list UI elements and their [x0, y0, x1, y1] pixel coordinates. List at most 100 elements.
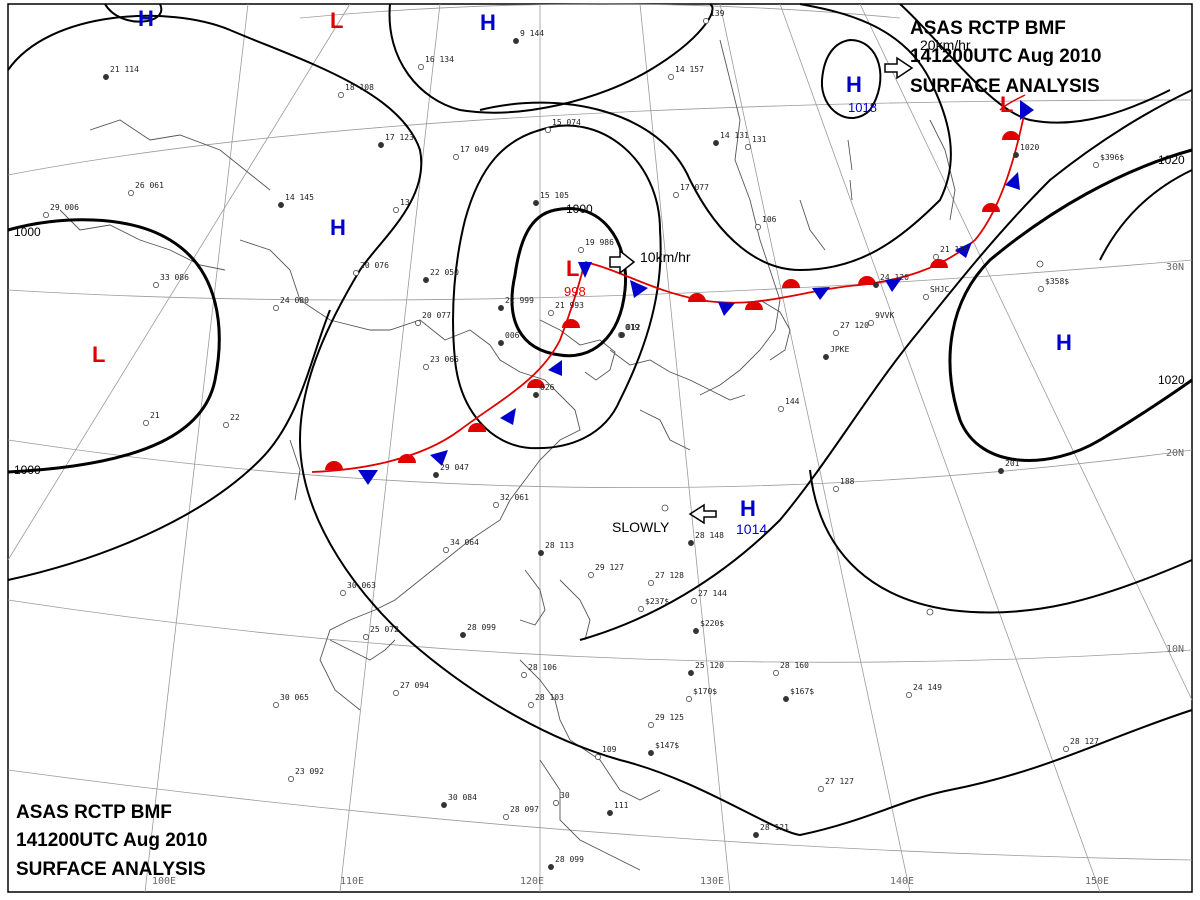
station-plot-value: 34 064 [450, 538, 479, 547]
station-circle-icon [338, 92, 344, 98]
longitude-label: 120E [520, 876, 544, 887]
longitude-label: 140E [890, 876, 914, 887]
station-plot-value: 18 108 [345, 83, 374, 92]
station-circle-icon [648, 580, 654, 586]
station-plot-value: 1020 [1020, 143, 1039, 152]
station-circle-icon [688, 670, 694, 676]
warm-front-symbols [325, 131, 1020, 470]
station-plot-value: 111 [614, 801, 629, 810]
station-circle-icon [595, 754, 601, 760]
header-title-line: SURFACE ANALYSIS [910, 76, 1100, 97]
station-plot-value: 24 080 [280, 296, 309, 305]
station-circle-icon [288, 776, 294, 782]
footer-title-line: 141200UTC Aug 2010 [16, 830, 208, 851]
station-plot-value: 23 092 [295, 767, 324, 776]
station-circle-icon [703, 18, 709, 24]
isobar-label: 1020 [1158, 153, 1185, 167]
station-plot-value: 24 149 [913, 683, 942, 692]
station-plot-value: 109 [602, 745, 617, 754]
station-plot-value: 9 144 [520, 29, 544, 38]
station-plot-value: 14 131 [720, 131, 749, 140]
header-title-block: ASAS RCTP BMF 141200UTC Aug 2010 SURFACE… [910, 18, 1102, 97]
station-circle-icon [418, 64, 424, 70]
low-pressure-center: L [566, 256, 579, 281]
station-circle-icon [673, 192, 679, 198]
station-plot-value: 28 160 [780, 661, 809, 670]
motion-speed-label: 10km/hr [640, 249, 691, 265]
station-plot-value: 22 050 [430, 268, 459, 277]
station-circle-icon [423, 364, 429, 370]
station-plot-value: 21 993 [555, 301, 584, 310]
station-circle-icon [415, 320, 421, 326]
isobar-label: 1020 [1158, 373, 1185, 387]
station-plot-value: 26 061 [135, 181, 164, 190]
station-circle-icon [648, 722, 654, 728]
station-plot-value: 012 [626, 323, 641, 332]
station-plot-value: 27 128 [655, 571, 684, 580]
station-circle-icon [818, 786, 824, 792]
station-circle-icon [503, 814, 509, 820]
station-circle-icon [773, 670, 779, 676]
station-plot-value: 22 [230, 413, 240, 422]
pressure-value: 998 [564, 284, 586, 299]
station-circle-icon [548, 864, 554, 870]
isobar-label: 1000 [14, 463, 41, 477]
station-plot-value: 019 [625, 323, 640, 332]
station-plots: 21 114 18 108 16 134 9 144 14 157 139 17 123 17… [43, 9, 1124, 870]
station-plot-value: 30 065 [280, 693, 309, 702]
station-plot-value: 139 [710, 9, 725, 18]
station-plot-value: 15 105 [540, 191, 569, 200]
station-plot-value: 28 099 [555, 855, 584, 864]
graticule-parallels [7, 3, 1193, 861]
stationary-front-segment [584, 109, 1026, 304]
station-circle-icon [1038, 286, 1044, 292]
station-circle-icon [340, 590, 346, 596]
footer-title-block: ASAS RCTP BMF 141200UTC Aug 2010 SURFACE… [16, 802, 208, 880]
station-plot-value: 201 [1005, 459, 1020, 468]
station-plot-value: 188 [840, 477, 855, 486]
station-circle-icon [778, 406, 784, 412]
station-plot-value: 32 061 [500, 493, 529, 502]
station-plot-value: 29 125 [655, 713, 684, 722]
station-plot-value: 19 986 [585, 238, 614, 247]
frontal-systems [311, 94, 1034, 485]
station-plot-value: 27 144 [698, 589, 727, 598]
station-circle-icon [745, 144, 751, 150]
motion-speed-label: 20km/hr [920, 37, 971, 53]
station-circle-icon [873, 282, 879, 288]
footer-title-line: SURFACE ANALYSIS [16, 859, 206, 880]
station-circle-icon [713, 140, 719, 146]
longitude-labels: 100E 110E 120E 130E 140E 150E [152, 876, 1109, 887]
station-plot-value: $358$ [1045, 277, 1069, 286]
station-plot-value: 026 [540, 383, 555, 392]
station-plot-value: 28 103 [535, 693, 564, 702]
station-circle-icon [223, 422, 229, 428]
west-motion-arrow-icon [688, 503, 717, 525]
station-plot-value: 30 084 [448, 793, 477, 802]
station-plot-value: $170$ [693, 687, 717, 696]
station-circle-icon [521, 672, 527, 678]
station-circle-icon [833, 330, 839, 336]
high-pressure-center: H [480, 10, 496, 35]
station-plot-value: 131 [752, 135, 767, 144]
station-circle-icon [453, 154, 459, 160]
pressure-centers: H L H H L H 1018 L L 998 H H 1014 [92, 6, 1072, 537]
high-pressure-center: H [740, 496, 756, 521]
pressure-value: 1018 [848, 100, 877, 115]
station-plot-value: $220$ [700, 619, 724, 628]
isobars [7, 3, 1193, 837]
station-circle-icon [443, 547, 449, 553]
station-circle-icon [378, 142, 384, 148]
east-motion-arrow-icon [609, 249, 636, 275]
latitude-label: 30N [1166, 262, 1184, 273]
station-circle-icon [153, 282, 159, 288]
station-plot-value: 25 120 [695, 661, 724, 670]
station-plot-value: 29 127 [595, 563, 624, 572]
station-plot-value: 27 120 [840, 321, 869, 330]
station-plot-value: 25 072 [370, 625, 399, 634]
isobar-labels: 1000 1000 1000 1020 1020 [14, 153, 1185, 477]
isobar-label: 1000 [566, 202, 593, 216]
station-plot-value: 30 063 [347, 581, 376, 590]
station-circle-icon [441, 802, 447, 808]
pressure-value: 1014 [736, 521, 767, 537]
